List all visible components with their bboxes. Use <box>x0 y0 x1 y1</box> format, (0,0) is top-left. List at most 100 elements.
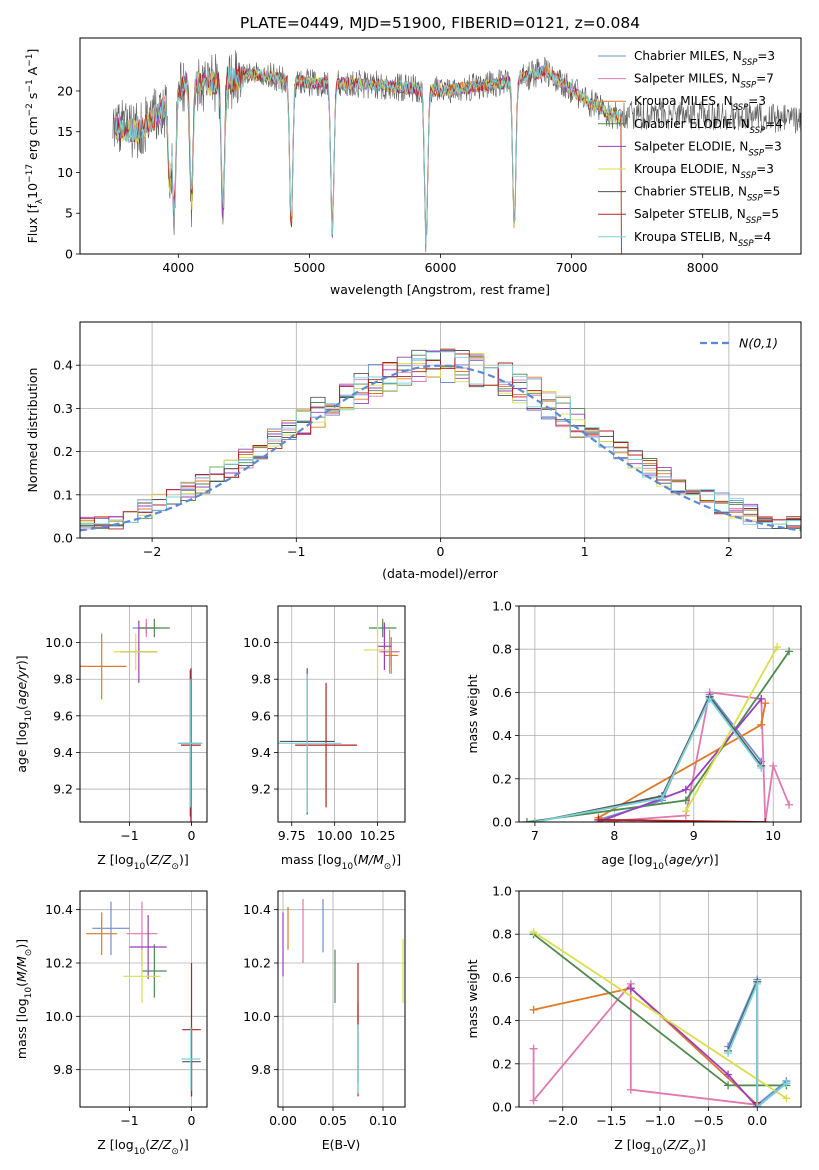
y-tick-label: 0.1 <box>53 487 73 502</box>
y-tick-label: 10.2 <box>243 956 271 971</box>
label-part: Flux [f <box>25 204 40 244</box>
y-tick-label: 9.4 <box>251 745 271 760</box>
weight-marker <box>761 699 770 708</box>
spectrum-series-8 <box>115 64 622 245</box>
label-part: Z [log <box>97 852 133 867</box>
label-part: age [log <box>601 852 652 867</box>
weight-marker <box>626 1085 635 1094</box>
legend-sub: SSP <box>741 81 757 91</box>
plot-area <box>529 928 791 1107</box>
y-tick-label: 9.6 <box>53 708 73 723</box>
weight-line-8 <box>727 983 787 1107</box>
label-part: ⊙ <box>688 1147 696 1157</box>
y-tick-label: 9.6 <box>251 708 271 723</box>
legend-name: Chabrier MILES, N <box>634 49 742 63</box>
x-tick-label: 0 <box>188 1113 196 1128</box>
label-part: ⊙ <box>24 949 34 957</box>
label-part: )] <box>14 939 29 949</box>
weight-vs-metallicity-plot: −2.0 −1.5 −1.0 −0.5 0.0 0.0 0.2 0.4 0.6 0.8 1.0 Z [… <box>465 884 802 1157</box>
x-tick-label: 0.0 <box>747 1113 767 1128</box>
y-axis-label: Normed distribution <box>25 368 40 493</box>
y-tick-label: 15 <box>57 124 73 139</box>
legend-entry: Kroupa MILES, NSSP=3 <box>634 94 766 113</box>
label-part: λ <box>35 198 45 204</box>
label-part: ( <box>353 852 358 867</box>
y-tick-label: 0.0 <box>492 1100 512 1115</box>
label-part: 10 <box>342 862 354 872</box>
x-tick-label: 0.00 <box>269 1113 297 1128</box>
label-part: ( <box>145 852 150 867</box>
y-tick-label: 0.0 <box>492 815 512 830</box>
weight-marker <box>724 1081 733 1090</box>
plot-area <box>80 618 203 822</box>
label-part: Z [log <box>614 1137 650 1152</box>
plot-area <box>112 50 801 254</box>
label-part: 10 <box>653 862 665 872</box>
legend-entry: Chabrier ELODIE, NSSP=4 <box>634 117 783 136</box>
legend-name: Salpeter MILES, N <box>634 72 741 86</box>
x-tick-label: 4000 <box>162 260 194 275</box>
axes-frame <box>79 37 802 255</box>
axes-frame <box>277 605 406 823</box>
x-tick-label: 8 <box>610 828 618 843</box>
x-tick-label: 0 <box>188 828 196 843</box>
figure-title: PLATE=0449, MJD=51900, FIBERID=0121, z=0… <box>240 14 640 32</box>
plot-area <box>86 901 201 1097</box>
label-part: 10 <box>134 1147 146 1157</box>
label-part: )] <box>179 1137 189 1152</box>
y-tick-label: 1.0 <box>492 884 512 899</box>
weight-marker <box>724 1049 733 1057</box>
y-tick-label: 10.0 <box>243 1009 271 1024</box>
legend-sub: SSP <box>741 171 757 181</box>
label-part: Z/Z <box>149 852 172 867</box>
legend-name: Chabrier ELODIE, N <box>634 117 750 131</box>
legend-name: Salpeter STELIB, N <box>634 207 746 221</box>
y-tick-label: 0.8 <box>492 642 512 657</box>
y-tick-label: 9.4 <box>53 745 73 760</box>
x-tick-label: 0.05 <box>319 1113 347 1128</box>
y-tick-label: 10.4 <box>243 902 271 917</box>
mass-vs-ebv-plot: 0.00 0.05 0.10 9.8 10.0 10.2 10.4 E(B-V) <box>243 890 406 1152</box>
y-tick-label: 10.0 <box>243 635 271 650</box>
legend-count: =4 <box>754 230 772 244</box>
weight-marker <box>681 785 690 794</box>
label-part: ( <box>145 1137 150 1152</box>
x-tick-label: 10 <box>765 828 781 843</box>
y-tick-label: 0 <box>65 247 73 262</box>
axes-frame <box>277 890 406 1108</box>
weight-marker <box>782 1079 791 1088</box>
legend-entry: Salpeter MILES, NSSP=7 <box>634 72 774 91</box>
weight-marker <box>626 984 635 993</box>
y-tick-label: 0.8 <box>492 927 512 942</box>
y-tick-label: 0.6 <box>492 970 512 985</box>
x-tick-label: −1.5 <box>596 1113 626 1128</box>
x-tick-label: −2 <box>143 544 161 559</box>
x-tick-label: −1 <box>120 828 138 843</box>
label-part: ( <box>14 705 29 710</box>
x-axis-label: age [log10(age/yr)] <box>601 852 718 872</box>
x-tick-label: 10.25 <box>360 828 396 843</box>
label-part: −17 <box>25 164 35 183</box>
weight-marker <box>530 818 539 822</box>
legend-name: Salpeter ELODIE, N <box>634 139 748 153</box>
x-tick-label: −1.0 <box>645 1113 675 1128</box>
legend-count: =5 <box>763 185 781 199</box>
label-part: )] <box>14 655 29 665</box>
y-tick-label: 10.0 <box>45 635 73 650</box>
y-axis-label: mass [log10(M/M⊙)] <box>14 939 34 1059</box>
label-part: −2 <box>25 103 35 116</box>
label-part: mass [log <box>14 998 29 1059</box>
x-axis-label: Z [log10(Z/Z⊙)] <box>97 852 188 872</box>
spectrum-series-7 <box>115 65 622 254</box>
label-part: ( <box>664 852 669 867</box>
x-tick-label: −2.0 <box>548 1113 578 1128</box>
y-tick-label: 5 <box>65 206 73 221</box>
axes-frame <box>79 605 208 823</box>
x-axis-label: (data-model)/error <box>382 566 499 581</box>
histogram-series-6 <box>80 349 801 529</box>
legend-entry: N(0,1) <box>739 336 778 351</box>
histogram-series-5 <box>80 353 801 528</box>
legend-entry: Kroupa STELIB, NSSP=4 <box>634 230 771 249</box>
weight-marker <box>657 794 666 803</box>
